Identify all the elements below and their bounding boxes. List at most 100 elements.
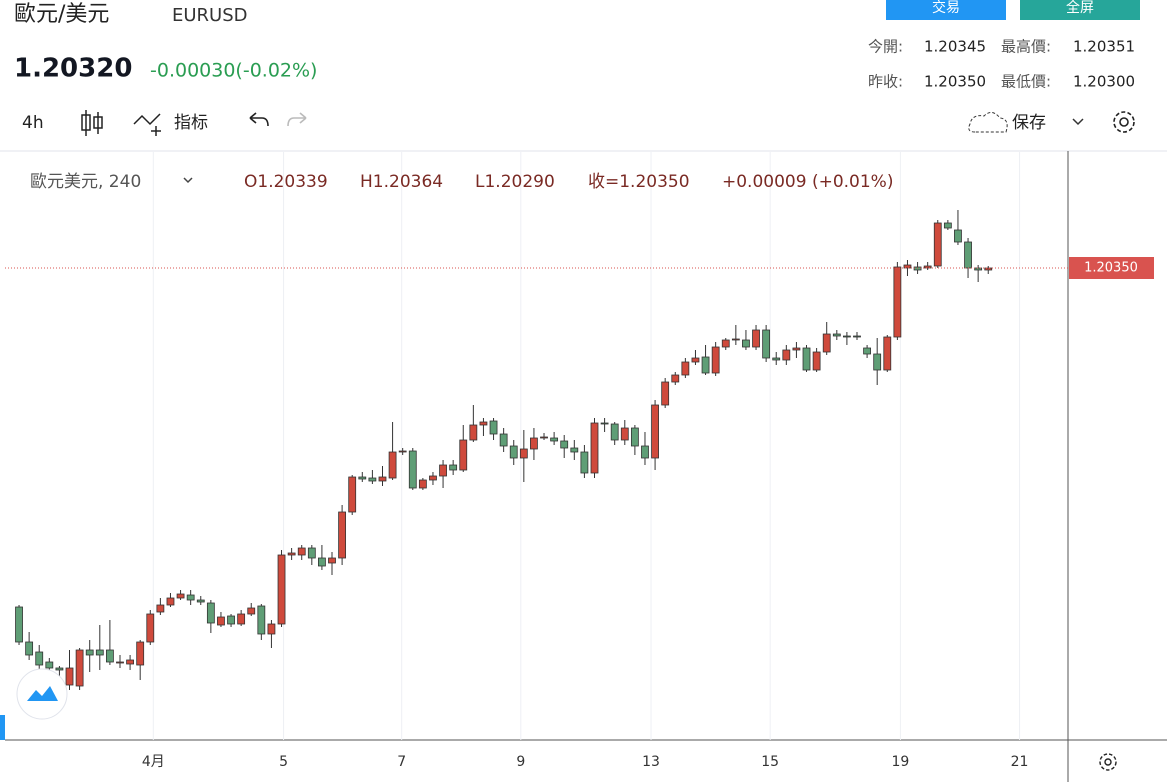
candle-body [459, 439, 468, 471]
candle-body [156, 604, 165, 613]
candle-body [45, 661, 54, 669]
x-tick-label: 19 [891, 754, 909, 770]
save[interactable]: 保存 [1012, 113, 1046, 133]
candle-body [651, 404, 659, 459]
candle-body [328, 557, 336, 564]
interval[interactable]: 4h [22, 113, 44, 133]
candle-body [762, 329, 771, 359]
candle-body [610, 423, 619, 441]
x-tick-label: 4月 [142, 754, 165, 770]
pair-title: 歐元/美元 [14, 2, 109, 27]
last-price-badge [1069, 257, 1154, 279]
cloud-icon[interactable] [968, 112, 1008, 133]
candle-body [812, 351, 821, 371]
candle-body [439, 464, 447, 477]
candle-body [620, 427, 629, 441]
price-change: -0.00030(-0.02%) [150, 60, 317, 82]
candle-body [499, 433, 508, 447]
side-tab[interactable] [0, 715, 5, 740]
stat-value: 1.20345 [924, 38, 986, 56]
candle-body [570, 447, 579, 453]
candle-body [297, 547, 306, 556]
candle-body [429, 475, 437, 481]
save-menu[interactable] [1072, 118, 1084, 126]
trade-button-label[interactable]: 交易 [932, 0, 960, 16]
candle-body [883, 336, 892, 371]
indicators[interactable]: 指标 [174, 113, 208, 133]
candle-body [247, 607, 256, 615]
legend-item: L1.20290 [475, 172, 555, 192]
candle-body [731, 338, 740, 341]
candle-body [166, 597, 175, 606]
x-tick-label: 9 [516, 754, 525, 770]
logo[interactable] [16, 668, 68, 720]
legend-menu[interactable] [183, 177, 193, 184]
candle-body [75, 649, 84, 687]
last-price-label: 1.20350 [1084, 261, 1138, 276]
candle-body [681, 361, 690, 376]
candle-body [55, 667, 64, 671]
candle-body [469, 424, 478, 441]
candle-body [802, 347, 811, 371]
candle-body [398, 450, 407, 453]
candle-body [772, 357, 781, 361]
candle-body [237, 613, 246, 625]
candle-body [943, 222, 952, 229]
candle-body [348, 476, 357, 513]
candle-body [95, 649, 104, 656]
axis-settings-icon[interactable] [1099, 753, 1117, 771]
candle-body [479, 421, 488, 426]
settings-icon[interactable] [1113, 111, 1135, 133]
fullscreen-button[interactable] [1020, 0, 1140, 20]
candle-body [186, 594, 195, 601]
candle-icon[interactable] [81, 110, 103, 136]
candle-body [257, 605, 266, 635]
indicator-icon[interactable] [133, 113, 161, 136]
legend-item: 收=1.20350 [588, 172, 690, 192]
candle-body [509, 445, 518, 459]
candle-body [853, 335, 861, 338]
candle-body [600, 422, 609, 425]
stat-label: 最高價: [1001, 38, 1051, 56]
candle-body [832, 333, 841, 337]
candle-body [338, 511, 347, 559]
candle-body [590, 422, 599, 474]
candle-body [984, 267, 993, 271]
x-tick-label: 7 [397, 754, 406, 770]
candle-body [863, 347, 871, 355]
candle-body [105, 649, 114, 663]
candle-body [842, 335, 851, 338]
candle-body [580, 451, 589, 474]
candle-body [206, 602, 215, 624]
candle-body [136, 641, 145, 666]
redo-icon[interactable] [287, 112, 307, 127]
trade-button[interactable] [886, 0, 1006, 20]
candle-body [752, 329, 760, 348]
candle-body [227, 615, 235, 625]
candle-body [318, 557, 326, 567]
candle-body [742, 339, 750, 348]
candle-body [954, 229, 962, 243]
candle-body [671, 374, 680, 383]
x-tick-label: 21 [1011, 754, 1029, 770]
candle-body [35, 651, 44, 666]
candle-body [378, 476, 387, 482]
x-tick-label: 5 [279, 754, 288, 770]
candle-body [126, 659, 134, 665]
undo-icon[interactable] [249, 112, 269, 127]
candle-body [903, 264, 912, 269]
legend-item: H1.20364 [360, 172, 443, 192]
candle-body [540, 436, 548, 439]
candle-body [196, 599, 205, 603]
stat-label: 最低價: [1001, 73, 1051, 91]
candle-body [641, 445, 649, 459]
candle-body [974, 267, 983, 271]
stat-label: 今開: [868, 38, 903, 56]
fullscreen-button-label[interactable]: 全屏 [1066, 0, 1094, 16]
symbol: EURUSD [172, 5, 248, 26]
candle-body [711, 346, 720, 374]
x-tick-label: 15 [761, 754, 779, 770]
price: 1.20320 [14, 54, 132, 84]
candle-body [873, 353, 882, 371]
